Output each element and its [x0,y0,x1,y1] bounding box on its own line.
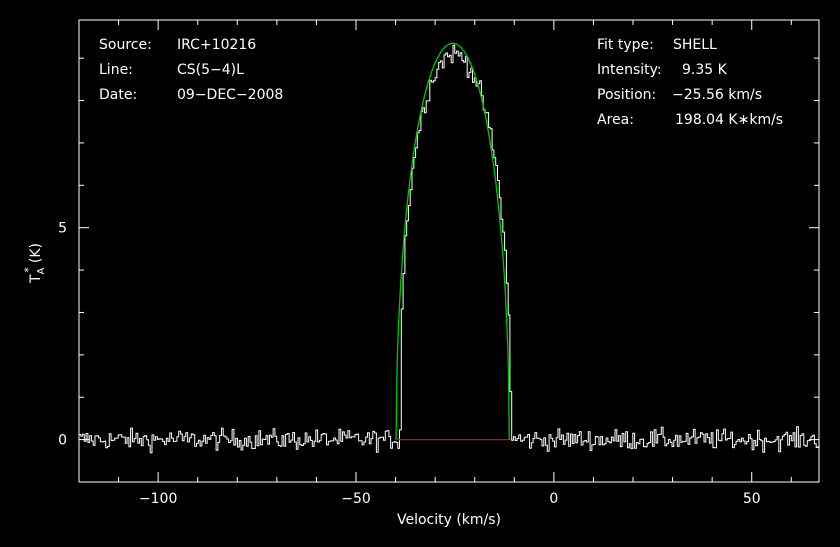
date-value: 09−DEC−2008 [177,87,284,103]
spectrum-series [79,44,820,454]
x-tick-label: 0 [549,491,558,507]
fit-type-value: SHELL [673,37,717,53]
y-tick-label: 0 [58,433,67,449]
x-tick-label: −100 [139,491,177,507]
position-value: −25.56 km/s [672,87,763,103]
intensity-label: Intensity: [597,62,662,78]
y-axis-label: TA* (K) [22,243,47,284]
y-axis-label-main: T [28,274,44,284]
line-value: CS(5−4)L [177,62,244,78]
svg-text:TA*(K): TA* (K) [22,243,47,284]
line-label: Line: [99,62,133,78]
source-value: IRC+10216 [177,37,257,53]
tick-labels: −100 −50 0 50 0 5 [58,221,761,507]
source-label: Source: [99,37,152,53]
data-layer [79,42,820,454]
axis-ticks [78,20,819,483]
area-value: 198.04 K∗km/s [675,112,784,128]
x-tick-label: 50 [743,491,761,507]
y-tick-label: 5 [58,221,67,237]
fit-type-label: Fit type: [597,37,654,53]
date-label: Date: [99,87,138,103]
intensity-value: 9.35 K [682,62,727,78]
position-label: Position: [597,87,657,103]
plot-frame [78,19,820,483]
x-tick-label: −50 [341,491,371,507]
shell-fit-series [395,42,510,440]
y-axis-label-sub: A [36,267,47,274]
y-axis-label-unit: (K) [28,243,44,263]
x-axis-label: Velocity (km/s) [397,512,501,528]
area-label: Area: [597,112,634,128]
y-axis-label-super: * [22,267,35,273]
